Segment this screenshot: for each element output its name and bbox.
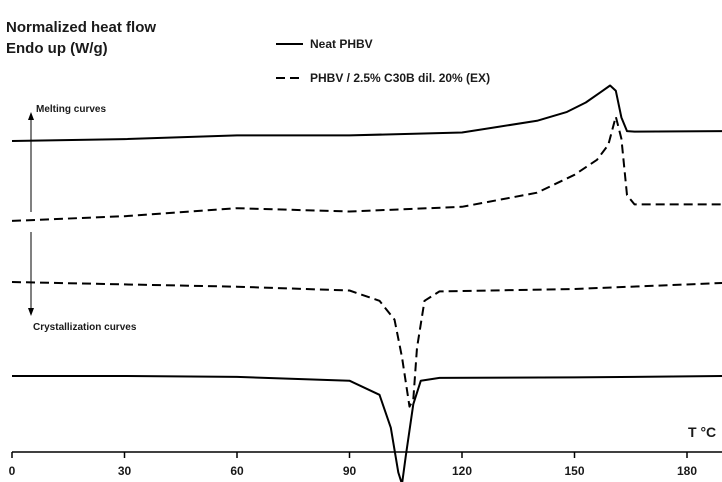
y-axis-label: Endo up (W/g): [6, 40, 108, 57]
series-line-melting-neat-phbv: [11, 84, 722, 142]
x-tick-label: 90: [343, 464, 357, 478]
crystallization-curves-label: Crystallization curves: [33, 322, 137, 333]
crystallization-arrow-head-icon: [28, 308, 34, 316]
x-tick-label: 180: [677, 464, 697, 478]
x-tick-label: 150: [564, 464, 584, 478]
series-line-melting-phbv-c30b: [11, 115, 722, 222]
series-line-crystallization-phbv-c30b: [11, 281, 722, 408]
melting-curves-label: Melting curves: [36, 104, 106, 115]
melting-arrow-head-icon: [28, 112, 34, 120]
x-axis-unit-label: T °C: [688, 424, 716, 440]
chart-title: Normalized heat flow: [6, 19, 156, 36]
x-tick-label: 0: [9, 464, 16, 478]
legend-label-phbv-c30b: PHBV / 2.5% C30B dil. 20% (EX): [310, 71, 490, 85]
x-tick-label: 30: [118, 464, 132, 478]
series-layer: [11, 84, 722, 482]
series-line-crystallization-neat-phbv: [12, 375, 722, 482]
x-tick-label: 60: [230, 464, 244, 478]
x-tick-label: 120: [452, 464, 472, 478]
legend-label-neat-phbv: Neat PHBV: [310, 37, 373, 51]
x-ticks: 0 30 60 90 120 150 180: [9, 452, 697, 478]
